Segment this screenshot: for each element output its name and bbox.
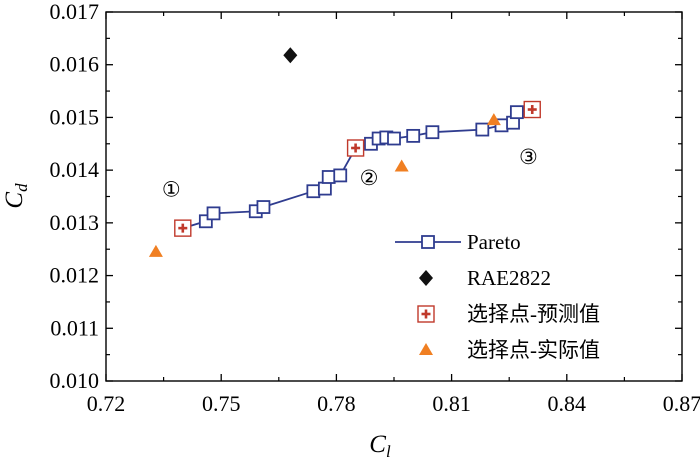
x-axis-label-main: C — [369, 431, 386, 458]
x-axis-label: Cl — [369, 431, 391, 459]
series-filled-diamond — [283, 47, 298, 64]
y-tick-label: 0.017 — [50, 0, 100, 24]
y-axis-label: Cd — [1, 183, 31, 209]
y-tick-label: 0.013 — [50, 210, 100, 235]
y-tick-label: 0.016 — [50, 52, 100, 77]
y-axis-label-sub: d — [12, 183, 31, 192]
tick-labels: 0.72 0.75 0.78 0.81 0.84 0.87 0.010 0.011 0.012 0… — [50, 0, 700, 416]
x-tick-label: 0.75 — [202, 391, 241, 416]
boxed-plus-point — [346, 139, 365, 157]
line-open-square-point — [256, 200, 271, 214]
legend-swatch — [419, 270, 433, 286]
legend-entry: RAE2822 — [419, 266, 551, 290]
series-boxed-plus — [174, 100, 541, 237]
series-line-open-square — [175, 102, 540, 236]
filled-triangle-point — [394, 159, 409, 172]
boxed-plus-point — [523, 100, 541, 119]
x-tick-label: 0.72 — [87, 391, 126, 416]
line-open-square-point — [406, 128, 421, 143]
line-open-square-point — [387, 131, 401, 146]
legend-entry: 选择点-实际值 — [419, 338, 600, 362]
line-open-square-point — [333, 168, 348, 183]
x-tick-label: 0.78 — [317, 391, 356, 416]
region-annotation: ③ — [519, 145, 538, 169]
x-tick-label: 0.87 — [663, 391, 700, 416]
filled-triangle-point — [486, 113, 501, 126]
legend-label: 选择点-预测值 — [467, 302, 600, 326]
boxed-plus-point — [174, 219, 192, 237]
x-tick-label: 0.84 — [548, 391, 587, 416]
legend-swatch — [417, 305, 435, 323]
line-open-square-point — [509, 105, 524, 120]
axis-ticks — [105, 11, 683, 382]
region-annotation: ② — [360, 166, 379, 190]
legend-swatch — [419, 343, 433, 355]
series-layer — [148, 47, 541, 257]
filled-triangle-point — [148, 244, 163, 257]
line-open-square-point — [321, 170, 336, 184]
y-tick-label: 0.010 — [50, 368, 100, 393]
y-tick-label: 0.014 — [50, 157, 100, 182]
line-open-square-point — [206, 206, 221, 221]
y-tick-label: 0.012 — [50, 263, 100, 288]
filled-diamond-point — [283, 47, 298, 64]
legend-label: RAE2822 — [467, 266, 551, 290]
legend-swatch — [421, 235, 435, 249]
x-axis-label-sub: l — [386, 442, 391, 459]
y-axis-label-main: C — [1, 192, 28, 209]
legend-entry: 选择点-预测值 — [417, 302, 600, 326]
legend-label: 选择点-实际值 — [467, 338, 600, 362]
annotation-layer: ① ② ③ — [162, 145, 538, 202]
y-tick-label: 0.011 — [50, 315, 99, 340]
series-filled-triangle — [148, 113, 501, 257]
line-open-square-point — [306, 184, 321, 199]
line-open-square-point — [317, 181, 332, 196]
x-tick-label: 0.81 — [432, 391, 471, 416]
y-tick-label: 0.015 — [50, 104, 100, 129]
legend-entry: Pareto — [395, 230, 521, 254]
legend-label: Pareto — [467, 230, 521, 254]
line-open-square-point — [475, 122, 490, 137]
region-annotation: ① — [162, 178, 181, 202]
line-open-square-point — [425, 125, 440, 140]
